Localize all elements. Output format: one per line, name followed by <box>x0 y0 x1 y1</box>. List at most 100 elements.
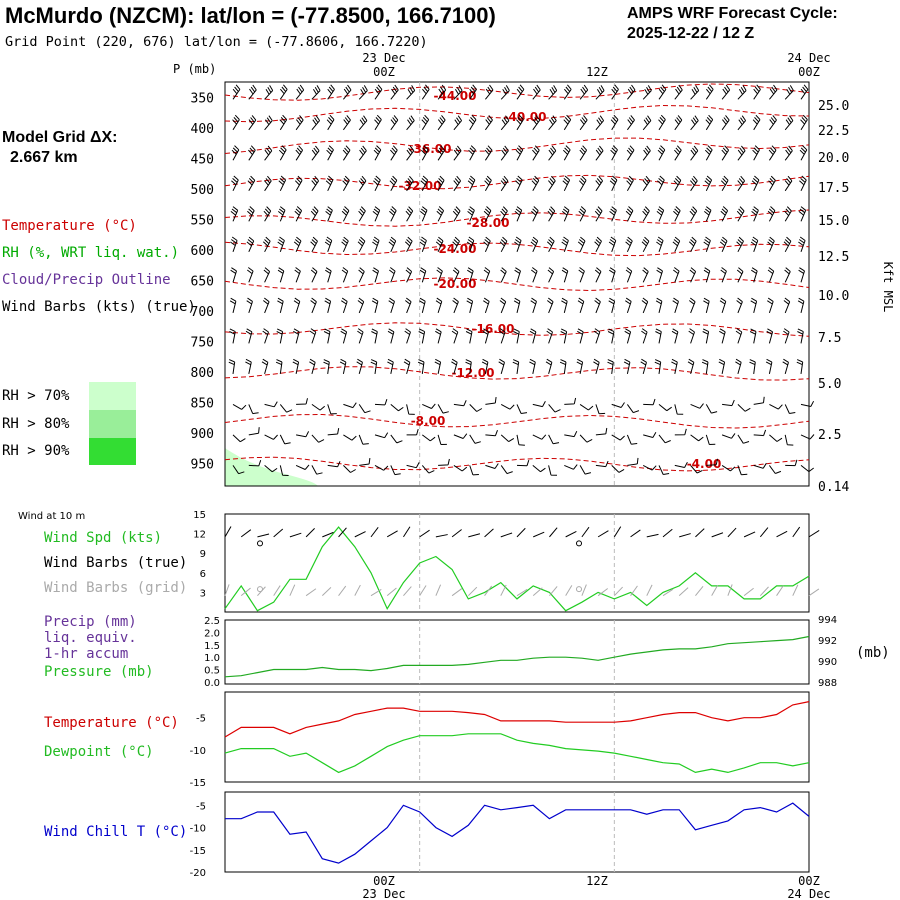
wind-barb <box>229 328 236 344</box>
wind-barb <box>671 358 678 375</box>
surface-barb-grid <box>581 584 587 596</box>
wind-barb <box>752 145 760 161</box>
wind-barb <box>311 175 320 192</box>
wind-barb <box>690 403 704 409</box>
wind-barb <box>324 297 332 314</box>
wind-barb <box>674 404 684 415</box>
wind-barb <box>608 297 616 314</box>
wind-barb <box>500 267 507 283</box>
wind-barbs-true-legend: Wind Barbs (true) <box>44 555 187 571</box>
wind-barb <box>611 434 625 441</box>
isotherm-label: -16.00 <box>472 322 515 336</box>
wind-barb <box>422 434 436 442</box>
wind-barb <box>735 358 742 375</box>
pressure-tick: 600 <box>191 244 214 259</box>
wind-barb <box>389 267 396 283</box>
wind-barb <box>701 359 709 374</box>
wind-barb <box>372 206 381 222</box>
wind-barb <box>798 267 805 283</box>
wind-barb <box>371 328 378 344</box>
legend-cloud: Cloud/Precip Outline <box>2 272 171 288</box>
wind-barb <box>721 433 736 439</box>
isotherm-label: -20.00 <box>434 277 477 291</box>
surface-barb-grid <box>549 586 558 596</box>
wind-barb <box>579 403 594 411</box>
wind-barb <box>800 434 815 440</box>
wind-barb <box>295 145 304 161</box>
surface-barb-grid <box>403 586 412 596</box>
surface-barb-grid <box>727 584 733 596</box>
wind-barb <box>373 175 381 192</box>
isotherm-label: -32.00 <box>399 179 442 193</box>
wind-barb <box>655 297 663 314</box>
wind-barb <box>658 84 667 100</box>
wind-barb <box>359 458 371 466</box>
bottom-date-23: 23 Dec <box>362 887 405 900</box>
wind-barb <box>611 84 619 100</box>
wind-barb <box>767 206 776 222</box>
wind-barb <box>358 85 368 100</box>
wind-barb <box>262 236 271 253</box>
wind-barb <box>548 85 558 100</box>
wind-barb <box>420 175 429 192</box>
wind-barb <box>404 297 412 314</box>
wind-barb <box>388 297 395 314</box>
height-tick: 5.0 <box>818 377 841 392</box>
wind-barb <box>736 236 744 253</box>
wind-10m-panel: 15 12 9 6 3 <box>193 510 820 613</box>
chill-frame <box>224 791 810 873</box>
wind-barb <box>500 85 510 100</box>
wind-barb <box>706 458 718 466</box>
wind-speed-line <box>224 526 810 612</box>
wind-barb <box>704 145 713 161</box>
wind-barb <box>483 297 490 314</box>
wind-barb <box>737 145 746 161</box>
wind-barb <box>498 358 505 375</box>
precip-legend: Precip (mm) <box>44 614 137 630</box>
wind-barb <box>626 434 638 445</box>
pressure-tick: 650 <box>191 274 214 289</box>
rh-70-region <box>236 470 292 486</box>
wind-barb <box>311 434 325 443</box>
wind-barb <box>451 358 458 375</box>
wind-barb <box>593 328 601 344</box>
wind-barb <box>500 175 509 192</box>
surface-barb-true <box>500 532 513 538</box>
precip-ytick: 0.0 <box>204 678 220 689</box>
surface-barb-true <box>435 534 448 538</box>
wind-barb <box>485 84 494 100</box>
wind-barb <box>721 145 730 161</box>
wind-barb <box>453 145 462 161</box>
wind-barb <box>341 236 349 253</box>
surface-barb-grid <box>224 584 230 596</box>
liq-equiv-legend: liq. equiv. <box>44 630 137 646</box>
wind-barb <box>624 328 632 344</box>
bottom-date-24: 24 Dec <box>787 887 830 900</box>
wind-barb <box>800 114 808 131</box>
surface-barb-true <box>224 526 232 538</box>
wind-barb <box>323 328 331 344</box>
wind-barb <box>751 267 758 283</box>
wind-barb <box>548 145 557 161</box>
isotherm-label: -28.00 <box>467 216 510 230</box>
wind-barb <box>749 359 756 374</box>
wind-barb <box>230 236 238 252</box>
pressure-axis-label: P (mb) <box>173 62 216 76</box>
upper-frame <box>224 81 810 487</box>
wind-barb <box>374 399 388 406</box>
wind-barb <box>579 84 589 100</box>
calm-marker <box>257 540 263 547</box>
wind-barb <box>579 115 588 131</box>
wind-barb <box>512 359 520 374</box>
wind-barb <box>420 145 429 161</box>
wind-ytick: 9 <box>200 549 206 560</box>
wind-barb <box>626 145 635 161</box>
wind-barb <box>389 206 397 222</box>
wind-barb <box>406 462 420 469</box>
wind-barb <box>500 465 513 475</box>
wind-barb <box>516 459 530 467</box>
wind-barb <box>674 84 683 100</box>
legend-wind: Wind Barbs (kts) (true) <box>2 299 196 315</box>
height-tick: 22.5 <box>818 124 849 139</box>
wind-barb <box>390 115 399 131</box>
